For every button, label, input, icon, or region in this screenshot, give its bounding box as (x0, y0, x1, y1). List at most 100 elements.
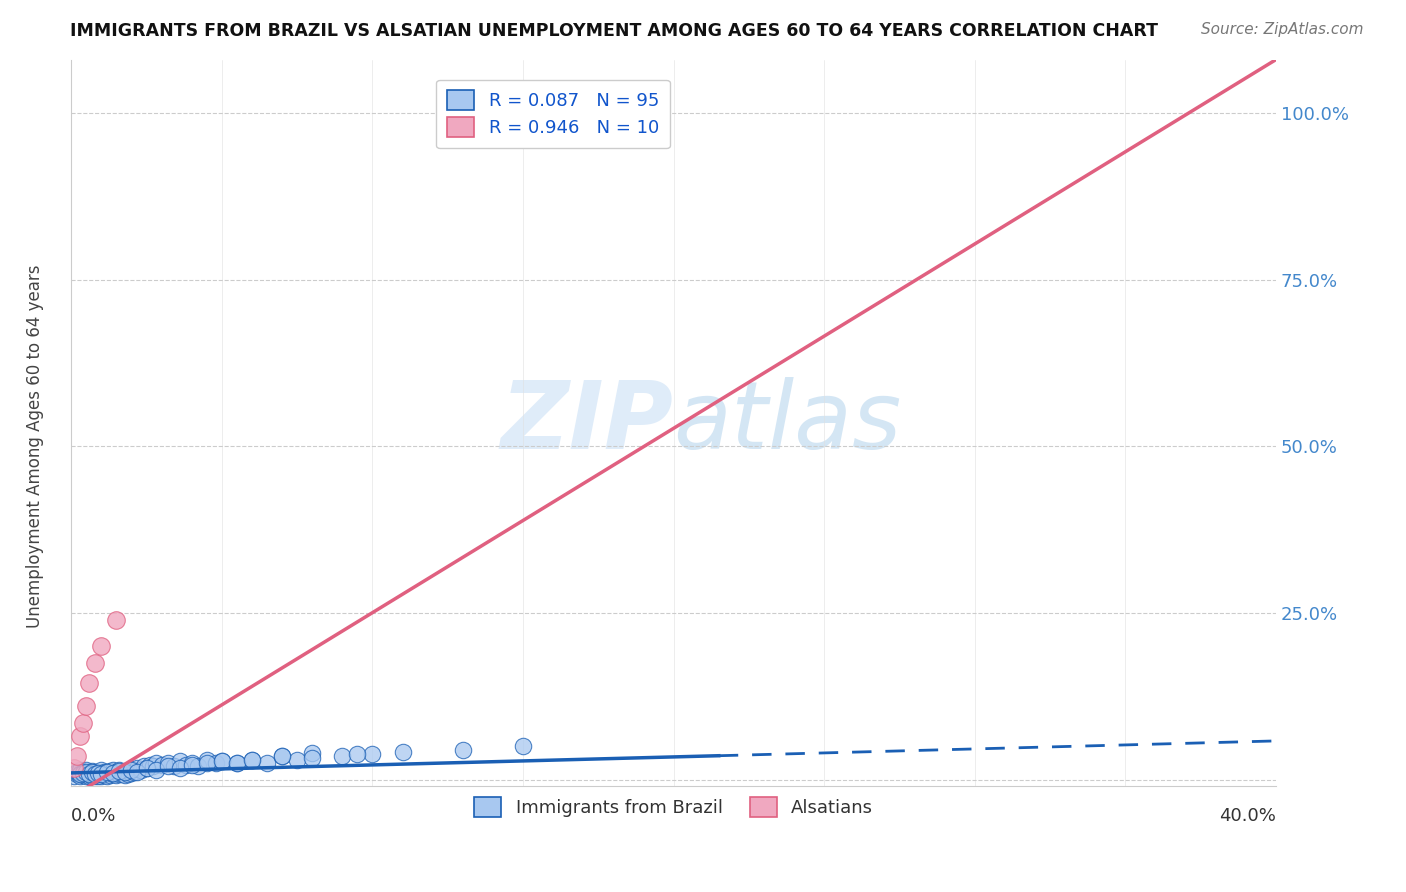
Point (512, 739, 534, 754)
Point (82, 765, 104, 780)
Point (451, 742, 474, 756)
Point (75, 766, 97, 780)
Point (103, 767, 125, 781)
Point (301, 746, 323, 760)
Point (256, 756, 278, 770)
Point (108, 764, 131, 778)
Text: Source: ZipAtlas.com: Source: ZipAtlas.com (1201, 22, 1364, 37)
Point (90, 766, 112, 780)
Point (169, 761, 191, 775)
Point (285, 753, 308, 767)
Point (156, 756, 179, 770)
Point (135, 761, 157, 775)
Point (75, 699, 97, 714)
Point (100, 764, 122, 778)
Point (330, 749, 353, 764)
Point (195, 756, 218, 770)
Point (79, 766, 101, 780)
Point (114, 768, 136, 782)
Text: IMMIGRANTS FROM BRAZIL VS ALSATIAN UNEMPLOYMENT AMONG AGES 60 TO 64 YEARS CORREL: IMMIGRANTS FROM BRAZIL VS ALSATIAN UNEMP… (70, 22, 1159, 40)
Point (138, 758, 160, 772)
Point (204, 756, 226, 770)
Point (79, 765, 101, 780)
Point (271, 749, 294, 764)
Point (66, 764, 89, 779)
Point (211, 754, 233, 768)
Point (69, 768, 91, 782)
Point (174, 758, 197, 772)
Point (72, 765, 94, 780)
Text: 40.0%: 40.0% (1219, 806, 1277, 824)
Point (145, 763, 167, 777)
Point (75, 764, 97, 779)
Point (69, 767, 91, 781)
Point (72, 768, 94, 782)
Point (129, 763, 152, 777)
Point (121, 762, 143, 776)
Point (96, 768, 118, 782)
Point (96, 765, 118, 780)
Point (63, 769, 86, 783)
Point (100, 768, 122, 782)
Point (240, 753, 263, 767)
Point (105, 768, 128, 782)
Point (180, 756, 202, 770)
Point (93, 764, 115, 779)
Point (82, 767, 104, 781)
Point (225, 756, 247, 770)
Point (103, 765, 125, 780)
Point (121, 765, 143, 780)
Point (82, 769, 104, 783)
Text: ZIP: ZIP (501, 377, 673, 469)
Point (87, 766, 110, 780)
Text: 0.0%: 0.0% (72, 806, 117, 824)
Point (105, 613, 128, 627)
Point (135, 761, 157, 775)
Point (108, 763, 131, 777)
Point (84, 768, 107, 782)
Point (124, 764, 146, 779)
Point (96, 764, 118, 779)
Point (127, 761, 149, 775)
Point (103, 764, 125, 778)
Point (90, 768, 112, 782)
Point (117, 767, 139, 781)
Point (211, 754, 233, 768)
Point (114, 765, 136, 780)
Text: Unemployment Among Ages 60 to 64 years: Unemployment Among Ages 60 to 64 years (27, 264, 44, 628)
Point (187, 759, 209, 773)
Point (111, 766, 134, 780)
Point (169, 754, 191, 768)
Point (301, 751, 323, 765)
Point (145, 756, 167, 770)
Point (90, 765, 112, 780)
Point (105, 764, 128, 779)
Point (90, 639, 112, 653)
Point (225, 756, 247, 770)
Point (240, 753, 263, 767)
Point (75, 764, 97, 778)
Legend: Immigrants from Brazil, Alsatians: Immigrants from Brazil, Alsatians (467, 790, 880, 824)
Point (79, 768, 101, 782)
Point (79, 676, 101, 690)
Point (361, 747, 384, 762)
Point (72, 715, 94, 730)
Point (121, 763, 143, 777)
Point (150, 758, 173, 772)
Point (66, 749, 89, 764)
Point (87, 769, 110, 783)
Point (391, 745, 413, 759)
Point (69, 765, 91, 780)
Point (84, 656, 107, 670)
Point (93, 768, 115, 782)
Point (84, 767, 107, 781)
Point (75, 769, 97, 783)
Point (84, 765, 107, 780)
Point (66, 767, 89, 781)
Point (108, 767, 131, 781)
Point (90, 763, 112, 777)
Point (195, 753, 218, 767)
Point (63, 761, 86, 775)
Point (156, 759, 179, 773)
Point (114, 764, 136, 778)
